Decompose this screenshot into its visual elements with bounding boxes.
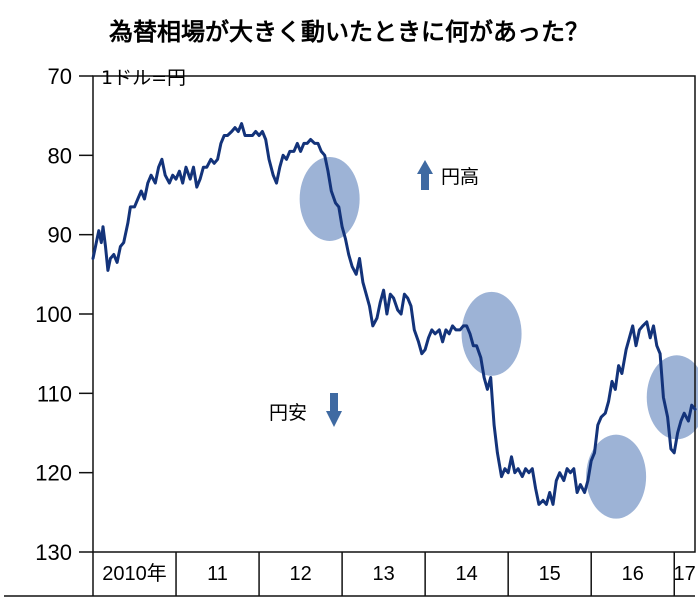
- highlight-ellipse: [299, 156, 360, 241]
- yen-weak-label: 円安: [269, 402, 307, 424]
- x-tick-label: 12: [289, 563, 311, 585]
- x-axis: 2010年 11 12 13 14 15 16 17: [92, 552, 696, 596]
- x-tick-label: 2010年: [102, 562, 167, 585]
- y-tick-label: 90: [48, 223, 72, 248]
- y-tick-label: 130: [35, 540, 72, 565]
- x-tick-label: 13: [372, 563, 394, 585]
- yen-strong-annotation: 円高: [417, 160, 479, 190]
- y-tick-label: 120: [35, 461, 72, 486]
- y-tick-label: 70: [48, 64, 72, 89]
- x-tick-label: 17: [673, 563, 695, 585]
- y-tick-label: 110: [37, 381, 72, 406]
- y-tick-label: 100: [35, 302, 72, 327]
- arrow-down-icon: [326, 393, 342, 427]
- highlight-ellipse: [461, 291, 522, 376]
- line-layer: [91, 122, 697, 506]
- highlight-ellipse: [646, 355, 698, 440]
- highlight-ellipse: [586, 434, 647, 519]
- chart-title: 為替相場が大きく動いたときに何があった？: [109, 18, 589, 46]
- arrow-up-icon: [417, 160, 433, 190]
- unit-label: 1ドル=円: [101, 67, 186, 89]
- yen-weak-annotation: 円安: [269, 393, 342, 427]
- y-tick-label: 80: [48, 143, 72, 168]
- x-tick-label: 11: [207, 563, 228, 585]
- y-axis: 70 80 90 100 110 120 130: [35, 64, 93, 565]
- highlight-layer: [299, 156, 698, 519]
- yen-strong-label: 円高: [441, 166, 479, 188]
- x-tick-label: 16: [622, 563, 644, 585]
- x-tick-label: 15: [539, 563, 561, 585]
- series-line: [91, 122, 697, 506]
- x-tick-label: 14: [456, 563, 478, 585]
